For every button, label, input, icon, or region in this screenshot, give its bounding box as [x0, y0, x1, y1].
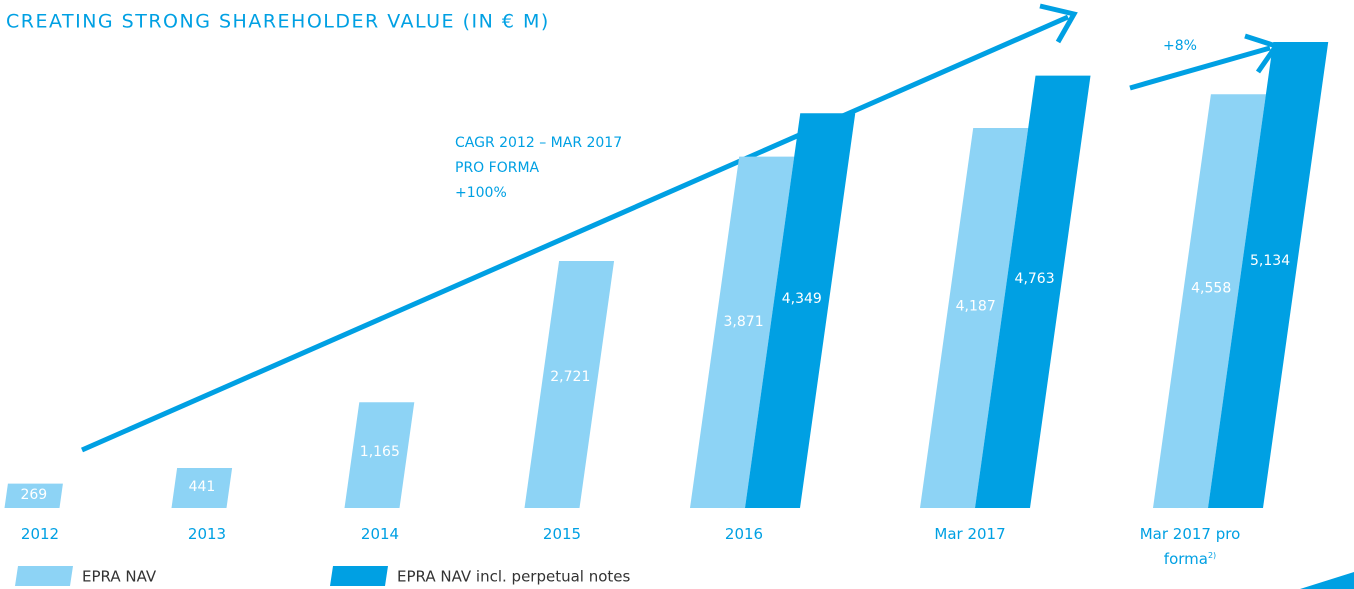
arrows: [80, 3, 1354, 589]
category-text: 2013: [187, 525, 227, 543]
category-text: 2012: [20, 525, 60, 543]
bar: [745, 113, 856, 508]
bar: [171, 467, 233, 508]
x-tick-label: 2014: [328, 524, 432, 545]
category-text: 2015: [542, 525, 582, 543]
category-text: Mar 2017: [934, 525, 1006, 543]
legend-swatch: [15, 566, 73, 586]
bar: [1153, 94, 1266, 508]
bar: [524, 261, 615, 508]
annotation: +8%: [1163, 38, 1197, 54]
legend-label: EPRA NAV incl. perpetual notes: [397, 568, 631, 586]
corner-decoration: [1300, 572, 1354, 589]
value-label: 441: [189, 479, 216, 495]
category-text: Mar 2017 pro forma: [1139, 525, 1241, 568]
x-tick-label: 2013: [155, 524, 259, 545]
legend-swatch: [330, 566, 388, 586]
value-label: 3,871: [724, 314, 764, 330]
value-label: 4,558: [1191, 281, 1231, 297]
value-label: 2,721: [550, 369, 590, 385]
bar: [344, 402, 415, 508]
trend-arrow-head: [1039, 3, 1078, 44]
value-label: 269: [20, 487, 47, 503]
category-text: 2014: [360, 525, 400, 543]
annotation: CAGR 2012 – MAR 2017: [455, 135, 622, 151]
x-tick-label: 2016: [692, 524, 796, 545]
value-label: 4,763: [1015, 271, 1055, 287]
value-label: 5,134: [1250, 253, 1290, 269]
category-text: 2016: [724, 525, 764, 543]
footnote-mark: 2): [1207, 551, 1217, 560]
trend-arrow: [80, 14, 1070, 453]
legend-label: EPRA NAV: [82, 568, 157, 586]
bar: [975, 75, 1091, 509]
bar: [690, 156, 795, 508]
x-tick-label: Mar 2017 pro forma2): [1138, 524, 1242, 570]
annotation: PRO FORMA: [455, 160, 540, 176]
growth-arrow: [1129, 45, 1271, 91]
bar: [1208, 42, 1329, 508]
bar: [4, 483, 63, 508]
x-tick-label: 2015: [510, 524, 614, 545]
annotation: +100%: [455, 185, 507, 201]
value-label: 1,165: [360, 444, 400, 460]
x-tick-label: Mar 2017: [918, 524, 1022, 545]
x-tick-label: 2012: [0, 524, 92, 545]
value-label: 4,349: [782, 291, 822, 307]
chart-title: CREATING STRONG SHAREHOLDER VALUE (IN € …: [6, 11, 550, 33]
bar: [920, 127, 1029, 508]
value-label: 4,187: [956, 299, 996, 315]
